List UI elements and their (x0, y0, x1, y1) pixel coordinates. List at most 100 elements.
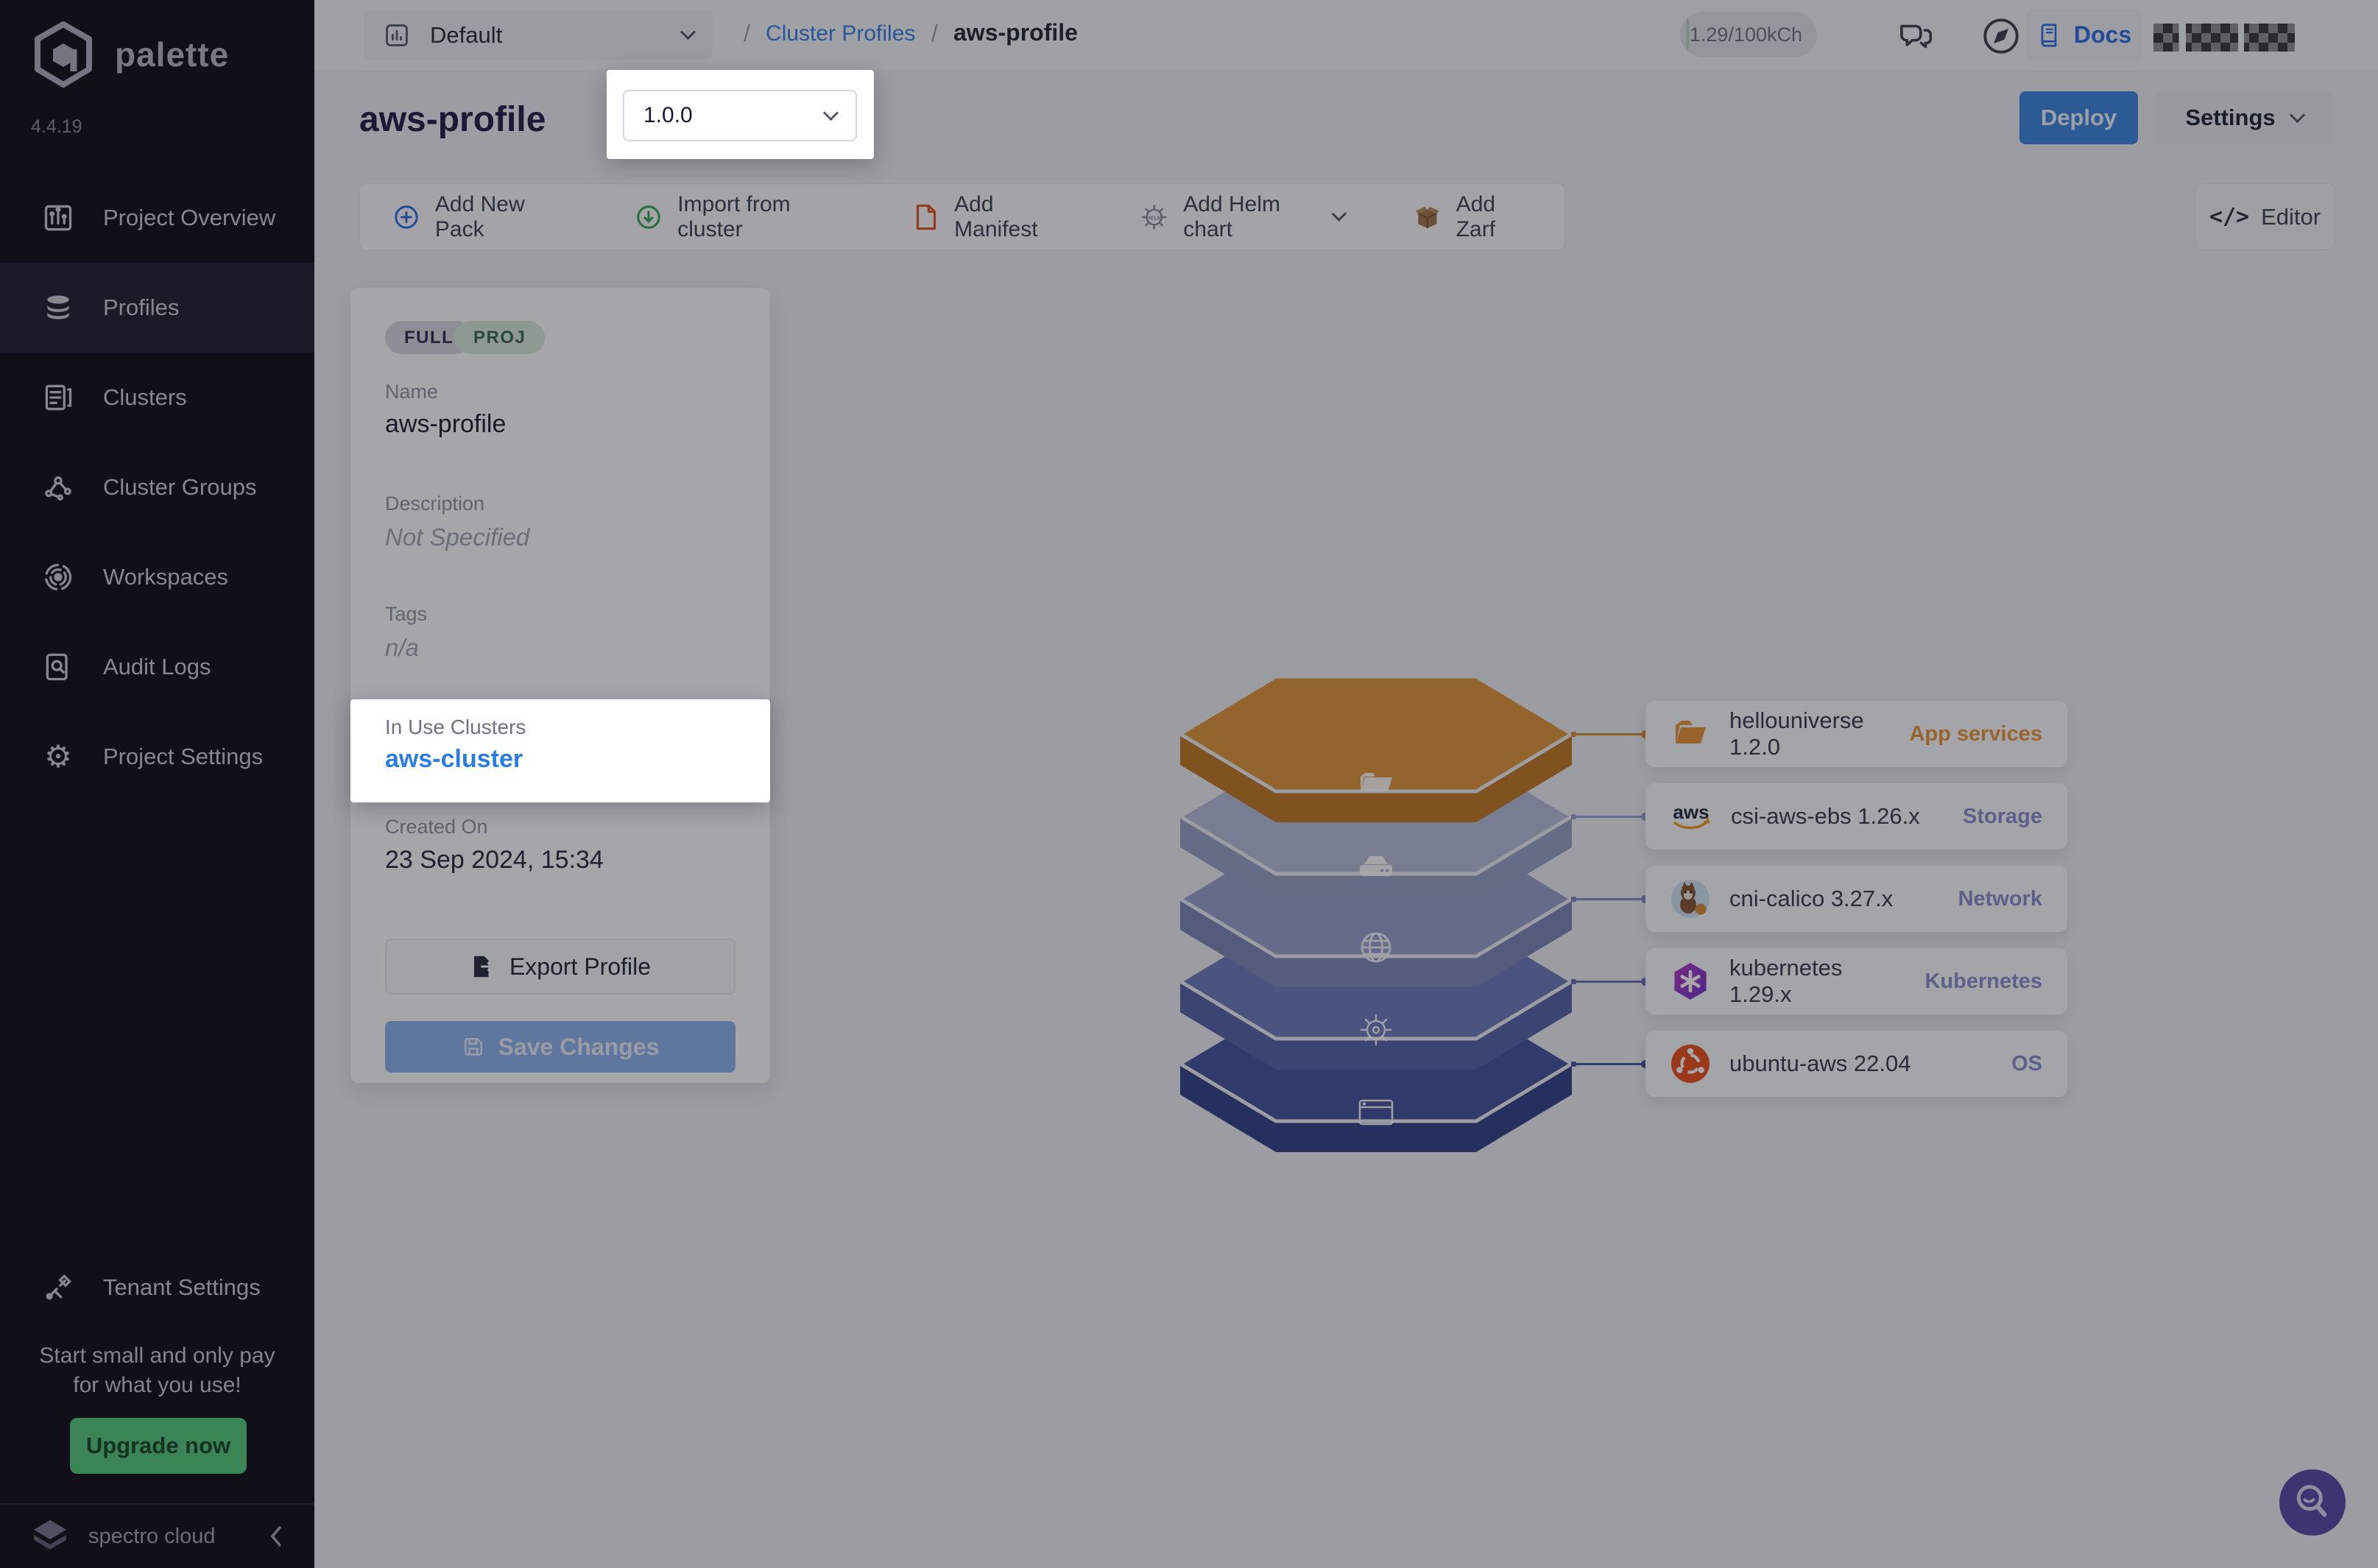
badge-proj: PROJ (454, 321, 546, 354)
pack-toolbar: Add New Pack Import from cluster Add Man… (359, 183, 1565, 250)
settings-button[interactable]: Settings (2156, 91, 2332, 144)
help-widget-button[interactable] (2279, 1469, 2346, 1536)
pack-row-hellouniverse[interactable]: hellouniverse 1.2.0 App services (1645, 701, 2067, 767)
nodes-icon (41, 470, 75, 504)
spectro-cloud-logo-icon (34, 1520, 66, 1550)
kubernetes-wheel-icon (1360, 1014, 1392, 1046)
export-profile-button[interactable]: Export Profile (385, 939, 735, 995)
user-name-redacted[interactable] (2153, 24, 2295, 52)
docs-label: Docs (2073, 21, 2132, 48)
chevron-down-icon (680, 24, 696, 40)
sidebar-item-label: Tenant Settings (103, 1274, 261, 1300)
spectro-cloud-brand: spectro cloud (88, 1524, 216, 1548)
sidebar-item-clusters[interactable]: Clusters (0, 353, 314, 442)
code-icon: </> (2209, 204, 2250, 230)
svg-text:HELM: HELM (1146, 214, 1161, 221)
collapse-sidebar-icon[interactable] (267, 1523, 285, 1550)
pack-category: Kubernetes (1924, 969, 2042, 993)
plus-circle-icon (395, 205, 418, 229)
import-from-cluster-button[interactable]: Import from cluster (635, 192, 844, 242)
topbar: Default / Cluster Profiles / aws-profile… (314, 0, 2378, 70)
connector-storage (1571, 813, 1649, 821)
profile-info-card: FULL PROJ Name aws-profile Description N… (350, 288, 770, 1083)
pack-name: ubuntu-aws 22.04 (1729, 1050, 1911, 1076)
helm-wheel-icon: HELM (1141, 204, 1167, 230)
orbit-icon (41, 560, 75, 594)
connector-app-services (1571, 730, 1649, 738)
feedback-chat-icon[interactable] (1896, 16, 1936, 56)
sidebar-item-label: Project Settings (103, 744, 264, 769)
upgrade-now-button[interactable]: Upgrade now (70, 1418, 247, 1474)
bar-chart-icon (41, 201, 75, 235)
editor-label: Editor (2261, 203, 2321, 230)
sidebar-item-workspaces[interactable]: Workspaces (0, 532, 314, 622)
version-spotlight: 1.0.0 (607, 70, 874, 159)
sidebar-item-label: Workspaces (103, 564, 228, 590)
tags-label: Tags (385, 603, 428, 625)
kubernetes-hex-icon (1674, 963, 1707, 1000)
deploy-button[interactable]: Deploy (2019, 91, 2138, 144)
storage-drive-icon (1360, 856, 1392, 876)
sidebar-item-project-settings[interactable]: ⚙ Project Settings (0, 712, 314, 802)
pack-row-kubernetes[interactable]: kubernetes 1.29.x Kubernetes (1645, 948, 2067, 1014)
export-profile-label: Export Profile (509, 953, 652, 980)
sidebar-nav: Project Overview Profiles Clusters (0, 173, 314, 802)
docs-button[interactable]: Docs (2026, 9, 2141, 61)
profile-version-value: 1.0.0 (643, 103, 693, 127)
compass-icon[interactable] (1980, 15, 2022, 57)
add-helm-chart-button[interactable]: HELM Add Helm chart (1140, 192, 1347, 242)
pack-row-ubuntu-aws[interactable]: ubuntu-aws 22.04 OS (1645, 1031, 2067, 1097)
project-selector-value: Default (430, 21, 503, 48)
created-on-label: Created On (385, 816, 488, 838)
sidebar-item-audit-logs[interactable]: Audit Logs (0, 622, 314, 712)
sidebar-item-label: Audit Logs (103, 654, 211, 679)
breadcrumb-cluster-profiles-link[interactable]: Cluster Profiles (766, 21, 916, 46)
sidebar-item-cluster-groups[interactable]: Cluster Groups (0, 442, 314, 532)
sidebar-footer: spectro cloud (0, 1505, 314, 1568)
save-changes-label: Save Changes (498, 1033, 660, 1060)
palette-logo-icon (35, 21, 92, 88)
export-file-icon (473, 956, 494, 978)
pack-category: Network (1958, 886, 2042, 911)
connector-network (1571, 895, 1649, 903)
sidebar-item-label: Cluster Groups (103, 474, 257, 500)
svg-text:aws: aws (1673, 801, 1709, 823)
import-down-icon (637, 205, 661, 229)
connector-kubernetes (1571, 978, 1649, 986)
settings-label: Settings (2185, 105, 2276, 130)
action-label: Import from cluster (677, 191, 791, 241)
created-on-value: 23 Sep 2024, 15:34 (385, 846, 604, 874)
doc-search-icon (41, 650, 75, 684)
tags-value: n/a (385, 634, 419, 661)
os-window-icon (1358, 1099, 1394, 1126)
sidebar-item-profiles[interactable]: Profiles (0, 263, 314, 353)
add-zarf-button[interactable]: Add Zarf (1414, 192, 1532, 242)
sidebar-footer-divider (0, 1503, 314, 1505)
aws-cluster-link[interactable]: aws-cluster (385, 745, 523, 773)
app-logo[interactable]: palette (28, 19, 229, 90)
add-new-pack-button[interactable]: Add New Pack (392, 192, 565, 242)
manifest-file-icon (917, 204, 936, 230)
pack-category: OS (2011, 1051, 2042, 1076)
in-use-clusters-label: In Use Clusters (385, 716, 526, 738)
project-selector[interactable]: Default (364, 10, 713, 60)
sidebar-item-label: Project Overview (103, 205, 276, 230)
sidebar-item-project-overview[interactable]: Project Overview (0, 173, 314, 263)
pack-row-cni-calico[interactable]: cni-calico 3.27.x Network (1645, 866, 2067, 932)
chevron-down-icon (1331, 206, 1347, 222)
usage-badge[interactable]: 1.29/100kCh (1680, 12, 1817, 57)
sidebar-item-label: Profiles (103, 294, 180, 320)
breadcrumb-separator: / (744, 20, 750, 46)
add-manifest-button[interactable]: Add Manifest (913, 192, 1070, 242)
folder-open-icon (1676, 721, 1706, 744)
profile-version-select[interactable]: 1.0.0 (623, 90, 857, 141)
usage-dot-icon (1686, 18, 1690, 52)
book-icon (2041, 23, 2057, 47)
chevron-down-icon (2289, 107, 2305, 123)
editor-button[interactable]: </> Editor (2195, 183, 2335, 250)
save-changes-button[interactable]: Save Changes (385, 1021, 735, 1073)
sidebar-item-tenant-settings[interactable]: Tenant Settings (0, 1243, 314, 1332)
pack-row-csi-aws-ebs[interactable]: aws csi-aws-ebs 1.26.x Storage (1645, 783, 2067, 850)
tools-icon (41, 1271, 75, 1304)
